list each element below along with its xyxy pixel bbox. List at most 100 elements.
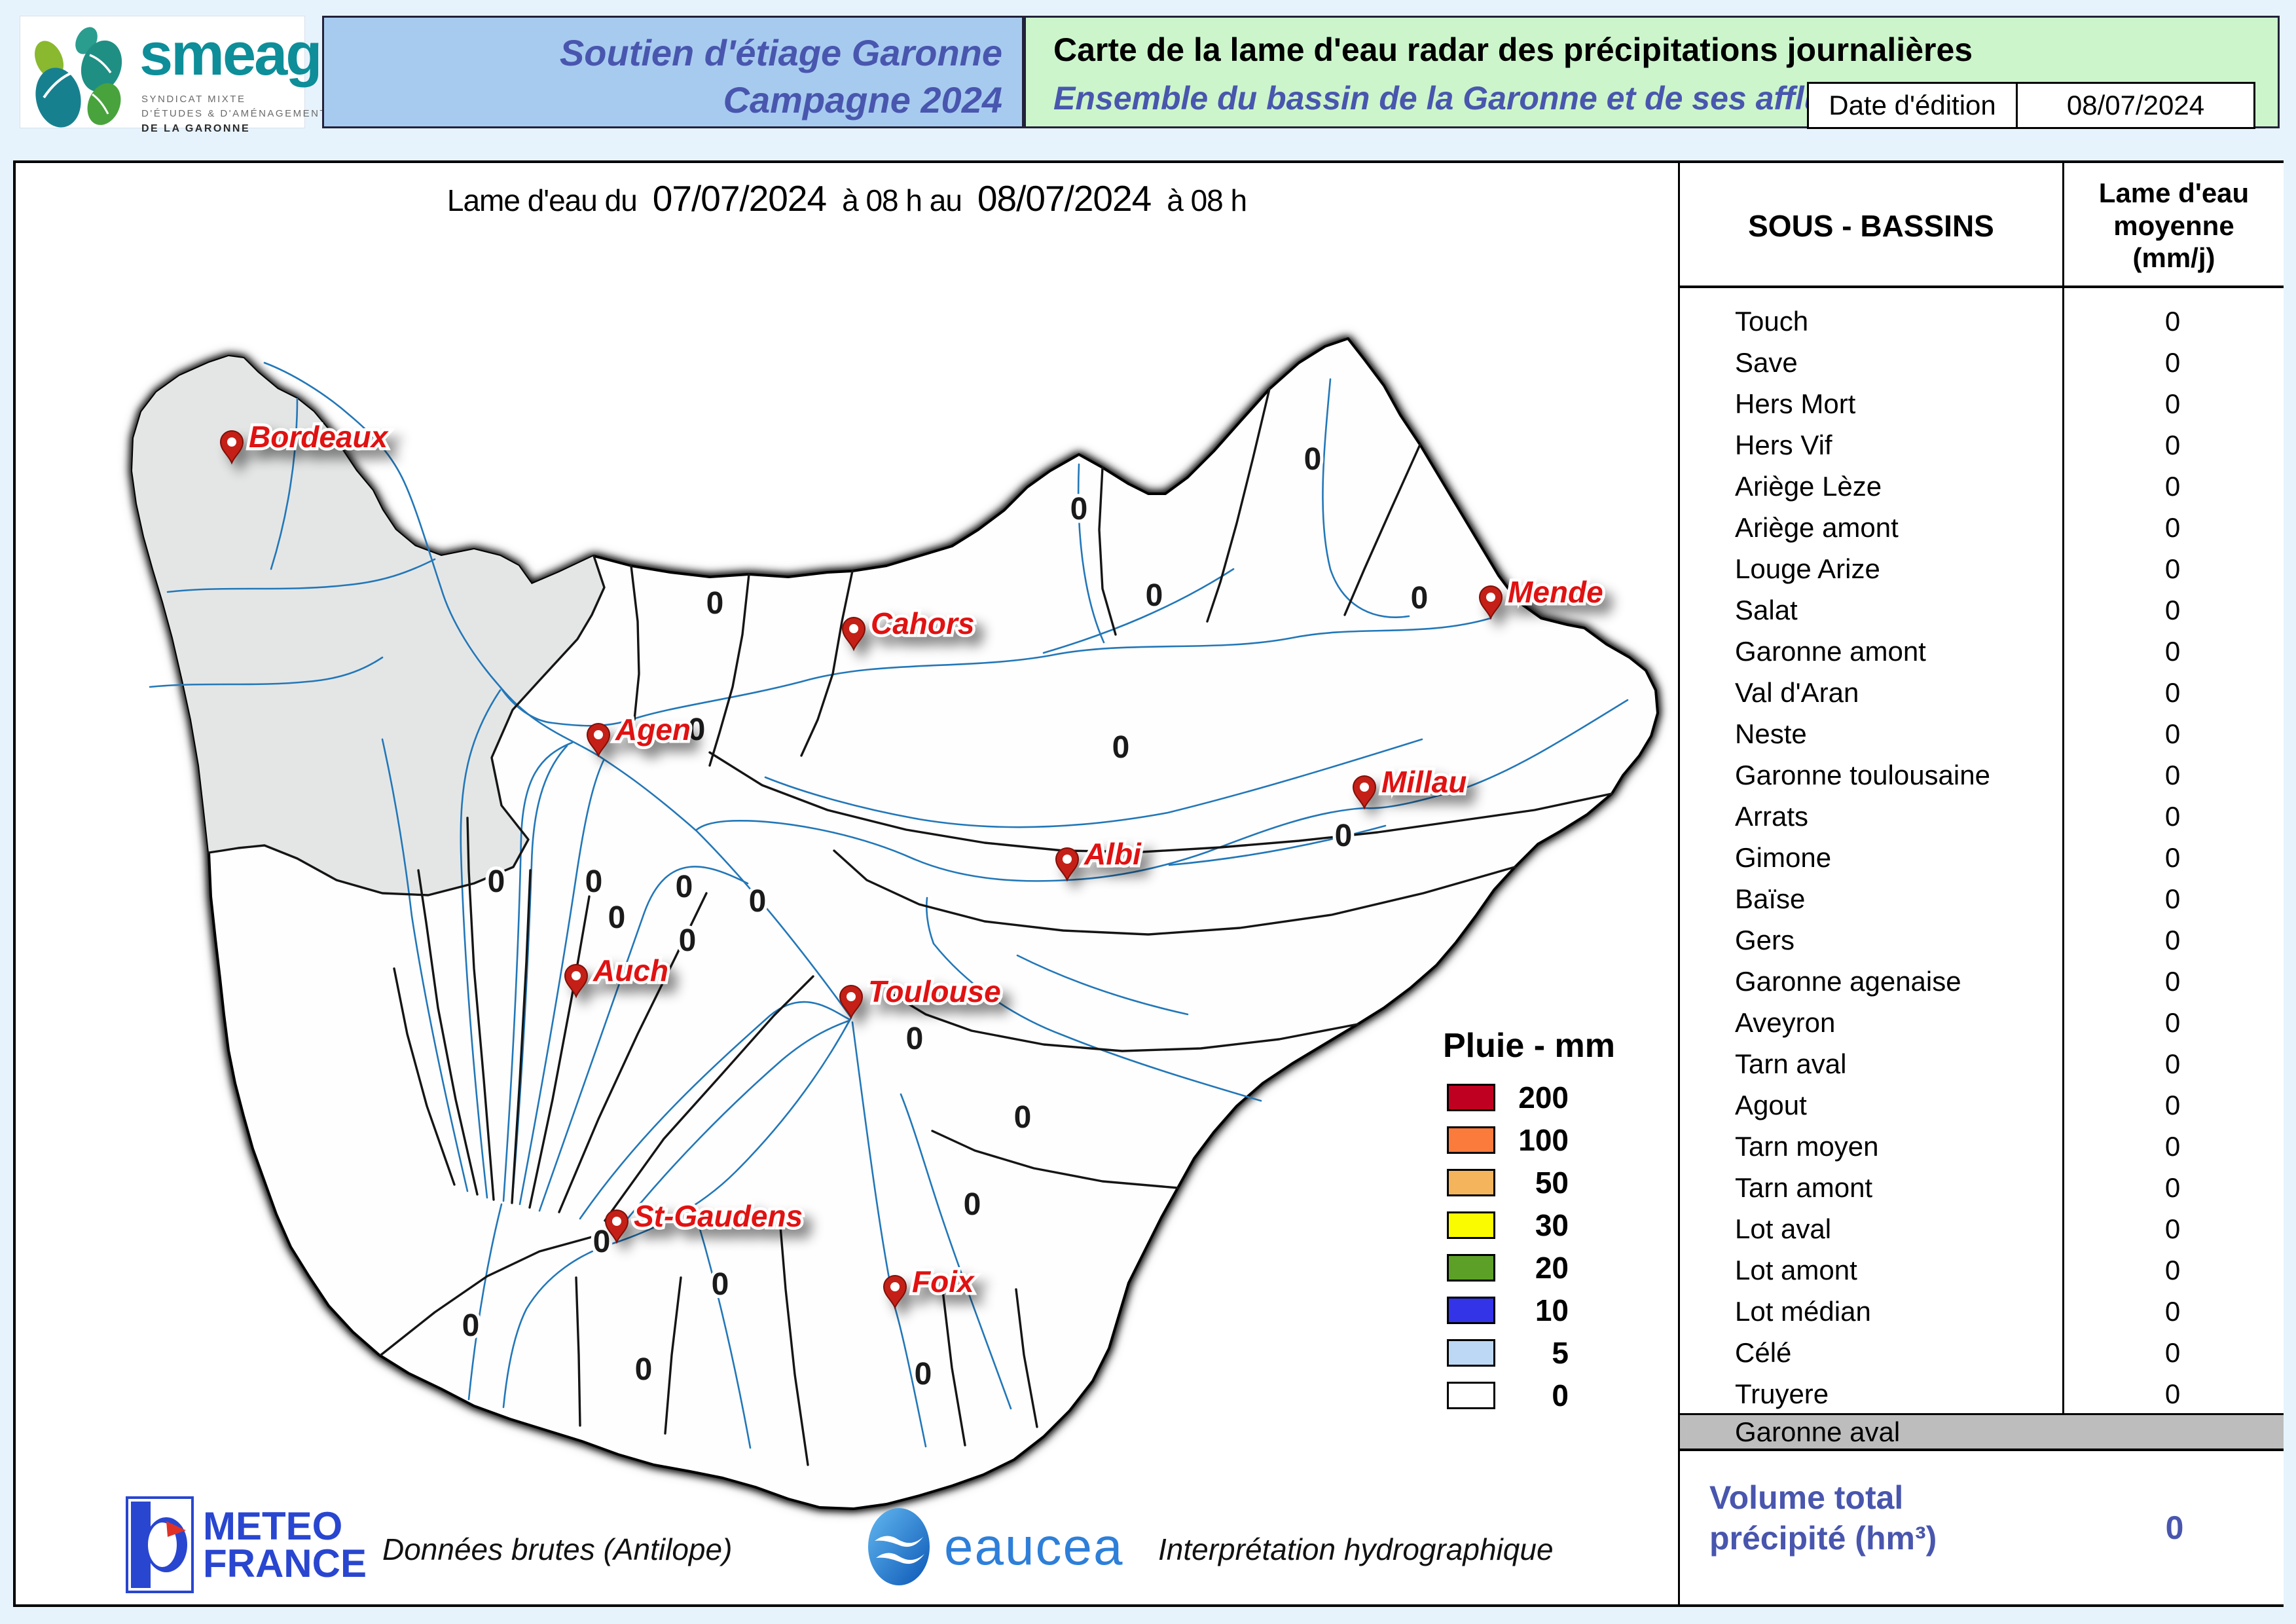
map-pin-icon — [1055, 847, 1080, 882]
basin-value: 0 — [2164, 1048, 2181, 1079]
basin-name: Tarn amont — [1735, 1172, 1873, 1203]
map-pin-icon — [586, 723, 611, 758]
smeag-brand: smeag — [139, 21, 322, 88]
table-row: Aveyron 0 — [1680, 1002, 2284, 1043]
basin-value: 0 — [2164, 594, 2181, 625]
basin-name: Hers Vif — [1735, 429, 1832, 460]
map-title-mid: à 08 h au — [842, 183, 962, 217]
table-row: Hers Vif 0 — [1680, 424, 2284, 466]
table-row: Touch 0 — [1680, 301, 2284, 342]
basin-value: 0 — [2164, 346, 2181, 378]
city-label: Cahors — [871, 606, 974, 640]
zero-value-label: 0 — [462, 1308, 480, 1343]
map-pin-hole — [572, 971, 581, 980]
legend-label: 30 — [1535, 1208, 1569, 1242]
basin-value: 0 — [2164, 841, 2181, 873]
basin-name: Hers Mort — [1735, 388, 1856, 419]
basin-value: 0 — [2164, 429, 2181, 460]
legend-swatch — [1447, 1254, 1495, 1282]
city-label: Albi — [1084, 837, 1142, 871]
table-row: Garonne amont 0 — [1680, 631, 2284, 672]
basin-value: 0 — [2164, 1172, 2181, 1203]
interpretation-note: Interprétation hydrographique — [1158, 1532, 1554, 1566]
smeag-subtitle-1: SYNDICAT MIXTE — [141, 94, 246, 105]
basin-value: 0 — [2164, 1254, 2181, 1285]
map-pin-icon — [219, 430, 244, 465]
city-pins-layer: Bordeaux Cahors Mende Agen Millau Albi Auch Tou… — [219, 417, 1606, 1310]
basin-value: 0 — [2164, 676, 2181, 708]
basin-name: Val d'Aran — [1735, 676, 1859, 708]
zero-value-label: 0 — [679, 923, 697, 958]
basin-value: 0 — [2164, 1337, 2181, 1368]
map-pin-hole — [594, 730, 603, 739]
basin-name: Salat — [1735, 594, 1798, 625]
map-title-prefix: Lame d'eau du — [446, 183, 638, 217]
map-pin-icon — [1478, 585, 1503, 620]
basin-value: 0 — [2164, 1378, 2181, 1409]
meteo-france-logo: METEO FRANCE — [126, 1496, 367, 1593]
legend-row: 20 — [1409, 1250, 1579, 1285]
garonne-aval-label: Garonne aval — [1735, 1416, 1901, 1447]
zero-value-label: 0 — [749, 884, 767, 919]
table-row: Hers Mort 0 — [1680, 383, 2284, 424]
basin-name: Tarn moyen — [1735, 1130, 1879, 1162]
zero-value-label: 0 — [688, 712, 706, 747]
map-pin-icon — [564, 964, 589, 999]
table-row: Tarn amont 0 — [1680, 1167, 2284, 1208]
basin-name: Gimone — [1735, 841, 1832, 873]
table-row: Save 0 — [1680, 342, 2284, 383]
legend-swatch — [1447, 1297, 1495, 1324]
basin-name: Agout — [1735, 1089, 1807, 1120]
table-row: Louge Arize 0 — [1680, 548, 2284, 589]
edition-date-value: 08/07/2024 — [2016, 82, 2255, 129]
city-label: Mende — [1508, 575, 1603, 609]
zero-value-label: 0 — [676, 870, 693, 904]
city-marker: Albi — [1055, 834, 1145, 882]
legend-title: Pluie - mm — [1443, 1027, 1615, 1065]
legend-label: 0 — [1552, 1378, 1569, 1412]
table-row: Gimone 0 — [1680, 837, 2284, 878]
zero-value-label: 0 — [608, 900, 626, 935]
volume-label-line1: Volume total — [1709, 1479, 1904, 1516]
zero-value-label: 0 — [635, 1352, 653, 1387]
legend-swatch — [1447, 1169, 1495, 1196]
basin-name: Touch — [1735, 305, 1809, 337]
meteo-line2: FRANCE — [203, 1541, 367, 1585]
table-row: Salat 0 — [1680, 589, 2284, 631]
zero-value-label: 0 — [488, 864, 505, 899]
smeag-logo-box: smeag SYNDICAT MIXTE D'ÉTUDES & D'AMÉNAG… — [20, 16, 326, 134]
legend-row: 0 — [1409, 1378, 1579, 1413]
zero-value-label: 0 — [593, 1225, 611, 1259]
basin-name: Lot aval — [1735, 1213, 1832, 1244]
table-row: Baïse 0 — [1680, 878, 2284, 919]
page-title: Carte de la lame d'eau radar des précipi… — [1053, 31, 1973, 68]
smeag-leaves-icon — [35, 27, 122, 128]
map-pin-hole — [890, 1282, 900, 1291]
zero-value-label: 0 — [712, 1267, 729, 1302]
basin-name: Garonne agenaise — [1735, 965, 1961, 997]
city-marker: Millau — [1352, 762, 1470, 810]
table-row: Garonne toulousaine 0 — [1680, 754, 2284, 796]
legend-label: 5 — [1552, 1336, 1569, 1370]
zero-value-label: 0 — [585, 864, 603, 899]
map-pin-hole — [849, 624, 858, 633]
legend-swatch — [1447, 1382, 1495, 1409]
city-label: Millau — [1381, 765, 1467, 799]
table-row: Garonne agenaise 0 — [1680, 961, 2284, 1002]
basin-value: 0 — [2164, 635, 2181, 667]
basin-name: Neste — [1735, 718, 1807, 749]
map-pin-hole — [1063, 855, 1072, 864]
basin-value: 0 — [2164, 800, 2181, 832]
map-pin-hole — [847, 992, 856, 1001]
zero-value-label: 0 — [1411, 581, 1429, 616]
column-header-lame-eau: Lame d'eau moyenne (mm/j) — [2064, 163, 2284, 288]
volume-total-box: Volume total précipité (hm³) 0 — [1680, 1450, 2284, 1604]
basin-value: 0 — [2164, 388, 2181, 419]
legend-row: 5 — [1409, 1335, 1579, 1371]
legend-label: 10 — [1535, 1293, 1569, 1327]
zero-value-label: 0 — [1304, 442, 1322, 477]
basin-value: 0 — [2164, 718, 2181, 749]
